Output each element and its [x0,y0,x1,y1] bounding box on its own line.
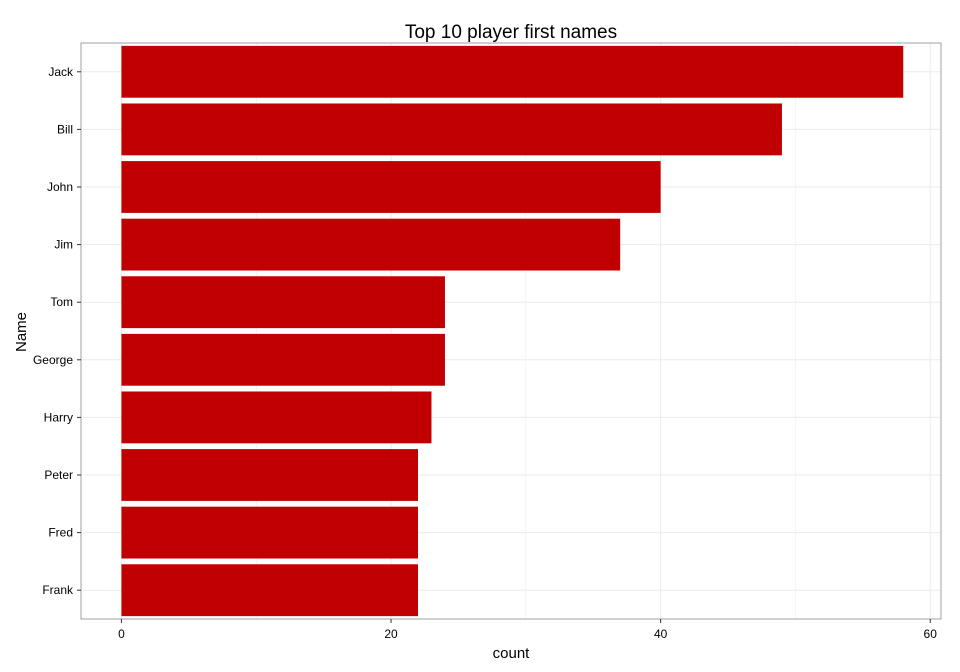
bar-fred [121,506,418,559]
bar-george [121,333,445,386]
y-tick-label: Tom [50,295,73,309]
bar-peter [121,449,418,501]
y-axis-title: Name [13,312,30,352]
bar-frank [121,564,418,617]
y-tick-label: Jim [54,238,73,252]
y-tick-label: Fred [48,526,73,540]
x-axis: 0 20 40 60 [118,619,937,641]
panel-border [80,42,942,620]
bars [121,45,904,617]
chart-title: Top 10 player first names [405,22,617,43]
y-tick-label: Bill [57,122,73,136]
bar-harry [121,391,432,444]
bar-jack [121,45,904,98]
y-tick-label: John [47,180,73,194]
bar-jim [121,218,621,271]
y-tick-label: Peter [44,468,73,482]
x-tick-label: 0 [118,627,125,641]
x-tick-label: 40 [654,627,668,641]
x-axis-title: count [493,645,531,662]
x-tick-label: 60 [924,627,938,641]
x-tick-label: 20 [384,627,398,641]
bar-tom [121,276,445,329]
y-tick-label: George [33,353,73,367]
bar-bill [121,103,782,156]
y-tick-label: Jack [48,65,74,79]
y-axis: Jack Bill John Jim Tom George Harry Peter Fred Fr… [33,65,81,597]
bar-john [121,161,661,213]
y-tick-label: Harry [44,410,73,424]
y-tick-label: Frank [42,583,74,597]
